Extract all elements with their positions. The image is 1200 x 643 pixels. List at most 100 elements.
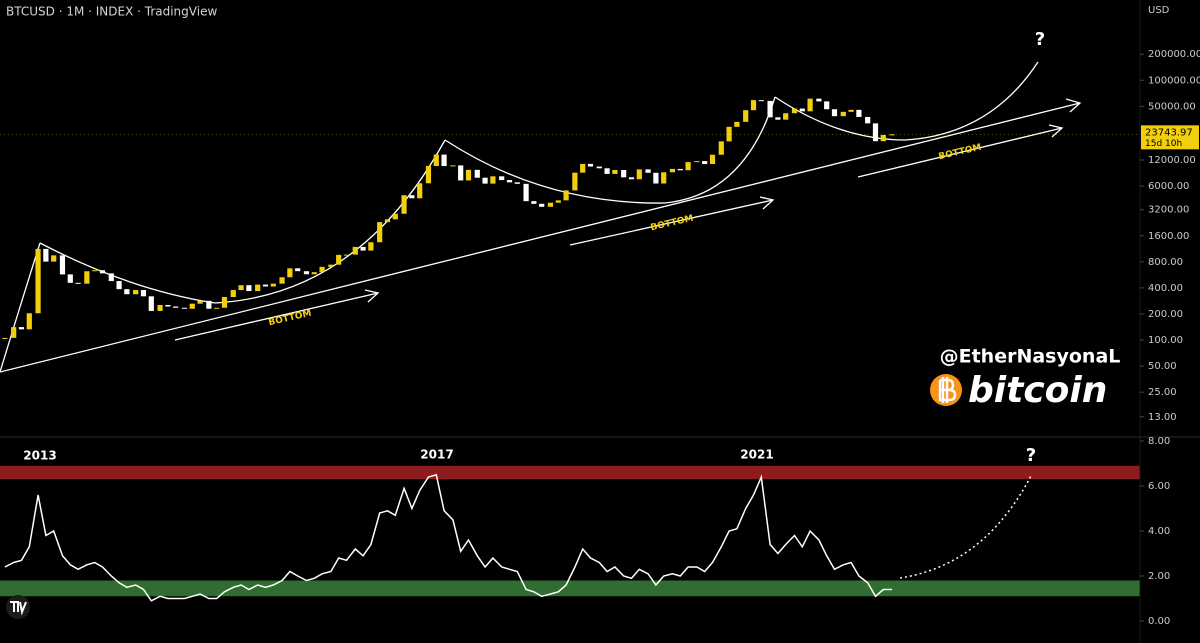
candle-body: [628, 177, 635, 180]
candle-body: [669, 168, 676, 173]
candle-body: [767, 100, 773, 118]
y-tick-label: 800.00: [1148, 257, 1183, 268]
candle-body: [685, 162, 691, 171]
candle-body: [11, 327, 17, 338]
candle-body: [124, 289, 130, 295]
logo-glyph: [10, 601, 27, 616]
last-price-label: 23743.97: [1145, 127, 1193, 138]
y-tick-label: 100.00: [1148, 335, 1183, 346]
candle-body: [287, 268, 293, 278]
candle-body: [506, 180, 513, 183]
year-label: 2013: [23, 449, 56, 463]
candle-body: [328, 264, 334, 267]
candle-body: [572, 172, 578, 191]
candle-body: [197, 300, 203, 304]
y-tick-label: 25.00: [1148, 387, 1177, 398]
y-tick-label: 12000.00: [1148, 155, 1196, 166]
candle-body: [401, 195, 407, 214]
candle-body: [694, 161, 700, 163]
arc: [664, 96, 776, 204]
candle-body: [604, 168, 610, 174]
candle-body: [555, 200, 561, 203]
y-tick-label: 6.00: [1148, 481, 1170, 492]
candle-body: [157, 304, 163, 311]
candle-body: [140, 290, 147, 297]
candle-body: [255, 284, 261, 292]
candle-body: [148, 296, 154, 311]
candle-body: [343, 254, 350, 256]
band: [0, 580, 1140, 597]
candle-body: [18, 327, 25, 330]
annotations: BOTTOM BOTTOM BOTTOM ? @EtherNasyonaL bi…: [23, 29, 1120, 466]
candle-body: [848, 109, 854, 112]
candle-body: [303, 271, 310, 275]
candle-body: [108, 273, 114, 282]
y-tick-label: 8.00: [1148, 436, 1170, 447]
candle-body: [775, 117, 781, 120]
candle-body: [43, 248, 49, 262]
candle-body: [791, 108, 798, 114]
candle-body: [816, 98, 822, 102]
arc: [904, 61, 1039, 141]
trend-line: [857, 124, 1064, 178]
candle-body: [661, 172, 667, 184]
candle-body: [26, 313, 32, 330]
y-tick-label: 4.00: [1148, 526, 1170, 537]
candle-body: [580, 163, 586, 173]
candle-body: [409, 195, 415, 199]
candle-body: [384, 219, 391, 223]
candle-body: [35, 248, 41, 314]
candle-body: [214, 307, 220, 309]
candle-body: [165, 304, 171, 307]
candle-body: [417, 183, 423, 199]
candle-body: [596, 166, 602, 169]
candle-body: [2, 337, 8, 339]
candle-body: [621, 170, 627, 178]
candle-body: [824, 101, 830, 110]
candle-body: [67, 274, 73, 283]
band: [0, 465, 1140, 480]
candle-body: [377, 222, 383, 243]
candle-body: [726, 126, 732, 142]
candle-body: [474, 169, 480, 178]
bitcoin-wordmark: bitcoin: [968, 370, 1107, 411]
y-tick-label: 1600.00: [1148, 231, 1189, 242]
candle-body: [246, 285, 252, 292]
candle-body: [392, 213, 398, 220]
candle-body: [563, 190, 569, 201]
candle-body: [539, 203, 545, 207]
candle-body: [59, 255, 66, 275]
candle-body: [99, 270, 106, 274]
bottom-arrow: [569, 196, 775, 246]
candle-body: [352, 246, 358, 255]
candle-body: [92, 270, 98, 272]
candle-body: [441, 154, 447, 167]
candle-body: [702, 161, 708, 165]
candle-body: [807, 98, 813, 112]
candle-body: [587, 163, 594, 167]
candle-body: [465, 169, 472, 181]
y-tick-label: 400.00: [1148, 283, 1183, 294]
candle-body: [523, 183, 529, 202]
y-tick-label: 200.00: [1148, 309, 1183, 320]
candle-body: [221, 297, 228, 308]
candle-body: [238, 285, 244, 291]
candle-body: [360, 246, 366, 251]
candle-body: [173, 306, 179, 308]
candle-body: [856, 109, 862, 117]
candle-body: [653, 172, 659, 184]
candle-body: [490, 176, 496, 184]
candle-body: [189, 303, 195, 309]
y-tick-label: 6000.00: [1148, 181, 1189, 192]
candle-body: [750, 100, 757, 111]
candle-body: [262, 284, 269, 287]
candle-body: [499, 176, 505, 181]
question-mark: ?: [1035, 29, 1045, 50]
projection: [899, 473, 1033, 579]
candle-body: [645, 169, 651, 173]
y-tick-label: 100000.00: [1148, 75, 1200, 86]
candle-body: [734, 121, 740, 127]
y-tick-label: 50000.00: [1148, 101, 1196, 112]
arc: [774, 96, 906, 141]
